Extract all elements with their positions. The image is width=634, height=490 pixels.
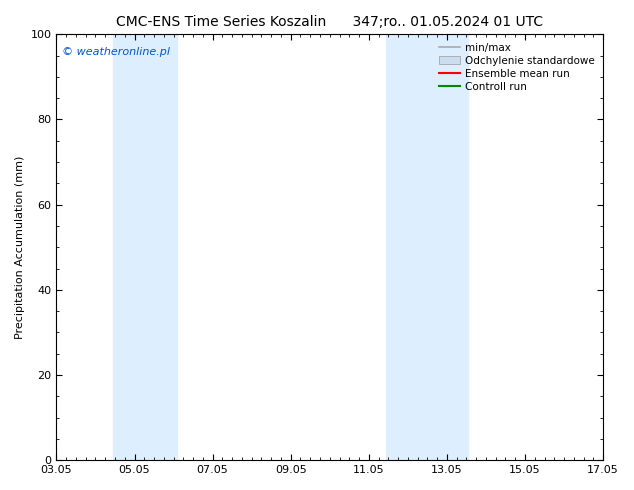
Bar	[113, 34, 178, 460]
Title: CMC-ENS Time Series Koszalin      347;ro.. 01.05.2024 01 UTC: CMC-ENS Time Series Koszalin 347;ro.. 01…	[116, 15, 543, 29]
Text: © weatheronline.pl: © weatheronline.pl	[62, 47, 170, 57]
Bar	[386, 34, 469, 460]
Legend: min/max, Odchylenie standardowe, Ensemble mean run, Controll run: min/max, Odchylenie standardowe, Ensembl…	[436, 40, 598, 95]
Y-axis label: Precipitation Accumulation (mm): Precipitation Accumulation (mm)	[15, 155, 25, 339]
